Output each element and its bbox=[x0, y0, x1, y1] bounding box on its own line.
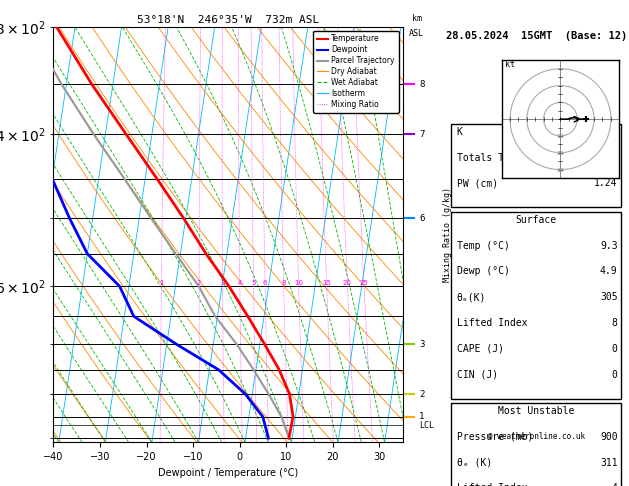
Text: © weatheronline.co.uk: © weatheronline.co.uk bbox=[487, 433, 585, 441]
Text: 10: 10 bbox=[557, 134, 564, 139]
Text: CIN (J): CIN (J) bbox=[457, 369, 498, 380]
Text: 25: 25 bbox=[360, 280, 369, 286]
Text: 2: 2 bbox=[197, 280, 201, 286]
Text: 4: 4 bbox=[238, 280, 242, 286]
Text: 3: 3 bbox=[220, 280, 225, 286]
Text: K: K bbox=[457, 127, 462, 137]
Bar bbox=[452, 211, 621, 399]
Text: PW (cm): PW (cm) bbox=[457, 178, 498, 189]
Text: 311: 311 bbox=[600, 458, 618, 468]
Text: 20: 20 bbox=[343, 280, 352, 286]
Text: 6: 6 bbox=[419, 213, 425, 223]
Text: Dewp (°C): Dewp (°C) bbox=[457, 266, 509, 277]
Text: Pressure (mb): Pressure (mb) bbox=[457, 432, 533, 442]
X-axis label: Dewpoint / Temperature (°C): Dewpoint / Temperature (°C) bbox=[158, 468, 298, 478]
Text: 6: 6 bbox=[263, 280, 267, 286]
Text: 305: 305 bbox=[600, 292, 618, 302]
Text: 8: 8 bbox=[281, 280, 286, 286]
Text: 28.05.2024  15GMT  (Base: 12): 28.05.2024 15GMT (Base: 12) bbox=[445, 31, 627, 41]
Text: 3: 3 bbox=[419, 340, 425, 348]
Text: ASL: ASL bbox=[409, 29, 424, 38]
Text: 2: 2 bbox=[419, 389, 425, 399]
Text: 0: 0 bbox=[611, 344, 618, 354]
Text: Temp (°C): Temp (°C) bbox=[457, 241, 509, 251]
Text: 8: 8 bbox=[419, 80, 425, 89]
Text: 17: 17 bbox=[606, 127, 618, 137]
Legend: Temperature, Dewpoint, Parcel Trajectory, Dry Adiabat, Wet Adiabat, Isotherm, Mi: Temperature, Dewpoint, Parcel Trajectory… bbox=[313, 31, 399, 113]
Text: 30: 30 bbox=[557, 168, 564, 173]
Text: 5: 5 bbox=[252, 280, 256, 286]
Text: 7: 7 bbox=[419, 130, 425, 139]
Text: θₑ (K): θₑ (K) bbox=[457, 458, 492, 468]
Text: CAPE (J): CAPE (J) bbox=[457, 344, 504, 354]
Text: 1.24: 1.24 bbox=[594, 178, 618, 189]
Title: 53°18'N  246°35'W  732m ASL: 53°18'N 246°35'W 732m ASL bbox=[137, 15, 319, 25]
Text: 1: 1 bbox=[419, 412, 425, 421]
Text: Lifted Index: Lifted Index bbox=[457, 484, 527, 486]
Text: 9.3: 9.3 bbox=[600, 241, 618, 251]
Text: 10: 10 bbox=[294, 280, 303, 286]
Text: 1: 1 bbox=[159, 280, 164, 286]
Text: 4: 4 bbox=[611, 484, 618, 486]
Bar bbox=[452, 123, 621, 208]
Text: Most Unstable: Most Unstable bbox=[498, 406, 574, 416]
Text: kt: kt bbox=[505, 60, 515, 69]
Text: 0: 0 bbox=[611, 369, 618, 380]
Text: 45: 45 bbox=[606, 153, 618, 163]
Text: θₑ(K): θₑ(K) bbox=[457, 292, 486, 302]
Text: 15: 15 bbox=[322, 280, 331, 286]
Bar bbox=[452, 403, 621, 486]
Text: Totals Totals: Totals Totals bbox=[457, 153, 533, 163]
Text: Mixing Ratio (g/kg): Mixing Ratio (g/kg) bbox=[443, 187, 452, 282]
Text: 4.9: 4.9 bbox=[600, 266, 618, 277]
Text: 8: 8 bbox=[611, 318, 618, 328]
Text: Surface: Surface bbox=[516, 215, 557, 225]
Text: 900: 900 bbox=[600, 432, 618, 442]
Text: Lifted Index: Lifted Index bbox=[457, 318, 527, 328]
Text: 20: 20 bbox=[557, 151, 564, 156]
Text: LCL: LCL bbox=[419, 421, 434, 430]
Text: km: km bbox=[412, 14, 421, 22]
